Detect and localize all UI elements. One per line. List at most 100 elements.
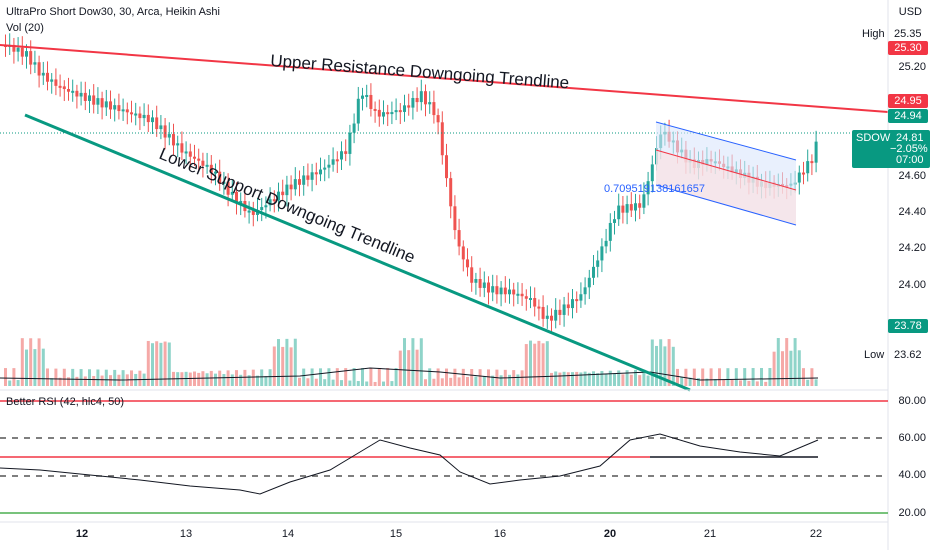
volume-bar [793, 338, 797, 386]
candle-body [650, 164, 654, 182]
volume-bar [104, 369, 108, 386]
candle-body [629, 204, 633, 211]
candle-body [277, 191, 280, 201]
volume-bar [634, 369, 637, 386]
candle-body [638, 203, 642, 208]
candle-body [184, 151, 188, 154]
volume-bar [100, 375, 104, 386]
support-annotation: Lower Support Downgoing Trendline [156, 144, 417, 267]
volume-bar [256, 375, 259, 386]
volume-bar [314, 378, 318, 386]
volume-bar [235, 370, 238, 386]
volume-bar [499, 375, 503, 386]
volume-bar [743, 368, 747, 386]
candle-body [474, 278, 478, 283]
volume-bar [230, 374, 234, 386]
volume-bar [319, 368, 322, 386]
candle-body [319, 169, 322, 175]
volume-bar [760, 368, 763, 386]
volume-bar [440, 378, 444, 386]
volume-bar [541, 343, 545, 386]
candle-body [113, 105, 117, 110]
candle-body [71, 90, 75, 93]
volume-bar [667, 339, 671, 386]
candle-body [440, 122, 444, 156]
candle-body [541, 306, 545, 319]
volume-bar [613, 373, 616, 386]
volume-bar [797, 350, 801, 386]
candle-body [54, 79, 58, 86]
volume-bar [37, 338, 41, 386]
volume-bar [327, 368, 331, 386]
candle-body [600, 246, 604, 261]
volume-bar [293, 338, 297, 386]
channel-top [655, 121, 797, 161]
volume-bar [785, 338, 789, 386]
candle-body [180, 143, 184, 153]
candle-body [172, 134, 175, 146]
candle-body [604, 240, 608, 247]
volume-bar [701, 368, 705, 386]
volume-bar [697, 378, 700, 386]
candle-body [109, 101, 112, 110]
volume-bar [617, 370, 621, 386]
candle-body [125, 109, 129, 113]
volume-bar [428, 368, 432, 386]
resistance-badge-2: 24.95 [888, 94, 928, 108]
volume-bar [638, 375, 642, 386]
price-tick: 24.00 [898, 279, 926, 291]
candle-body [482, 282, 486, 288]
volume-bar [575, 371, 579, 386]
candle-body [466, 259, 469, 268]
support-badge: 23.78 [888, 319, 928, 333]
volume-bar [302, 368, 306, 386]
volume-bar [516, 374, 520, 386]
volume-bar [121, 370, 125, 386]
volume-bar [41, 348, 45, 386]
candle-body [802, 172, 805, 175]
currency-label[interactable]: USD [898, 6, 922, 18]
volume-bar [583, 371, 587, 386]
volume-bar [239, 374, 243, 386]
candle-body [512, 289, 516, 295]
candle-body [382, 112, 385, 117]
ticker-badge[interactable]: SDOW 24.81 −2.05% 07:00 [852, 130, 930, 168]
volume-bar [533, 343, 537, 386]
candle-body [432, 102, 436, 116]
ticker-countdown: 07:00 [896, 154, 924, 166]
candle-body [436, 115, 440, 123]
volume-bar [50, 378, 54, 386]
candle-body [814, 141, 818, 163]
candle-body [176, 143, 180, 146]
volume-bar [159, 342, 163, 386]
volume-bar [306, 378, 310, 386]
volume-bar [335, 368, 339, 386]
volume-bar [247, 375, 251, 386]
volume-ma-line [0, 367, 819, 381]
candle-body [634, 203, 637, 211]
time-label: 21 [703, 528, 717, 540]
volume-bar [12, 368, 16, 386]
volume-bar [814, 379, 818, 386]
volume-bar [352, 368, 356, 386]
candle-body [356, 98, 360, 124]
candle-body [281, 191, 285, 196]
candle-body [377, 109, 381, 117]
volume-bar [432, 378, 436, 386]
rsi-line [0, 433, 819, 495]
candle-body [558, 309, 562, 315]
candle-body [344, 151, 348, 154]
channel-fill-lower [656, 150, 796, 225]
volume-bar [445, 368, 448, 386]
candle-body [155, 117, 159, 130]
candle-body [12, 44, 16, 52]
candle-body [167, 134, 171, 138]
candle-body [365, 94, 369, 97]
price-tick: 24.40 [898, 206, 926, 218]
candle-body [394, 110, 398, 113]
volume-bar [592, 371, 595, 386]
candle-body [550, 315, 553, 321]
rsi-layer [0, 0, 889, 550]
ticker-price: 24.81 [896, 132, 924, 144]
